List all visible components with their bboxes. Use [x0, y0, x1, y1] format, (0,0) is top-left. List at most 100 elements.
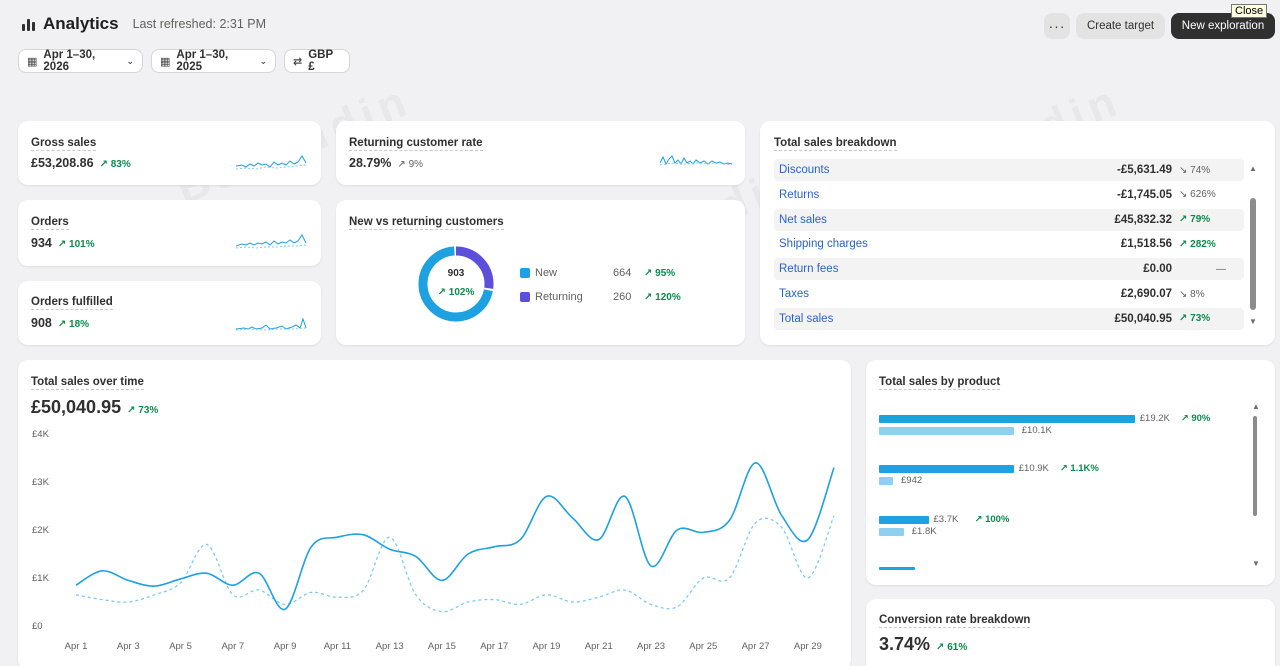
returning-rate-card[interactable]: Returning customer rate 28.79% ↗ 9%	[336, 121, 745, 185]
card-title: Total sales over time	[31, 376, 144, 390]
donut-center-value: 903	[447, 268, 465, 279]
product-current-label: £3.7K	[933, 514, 959, 525]
orders-card[interactable]: Orders 934 ↗ 101%	[18, 200, 321, 266]
donut-chart	[418, 246, 494, 322]
create-target-button[interactable]: Create target	[1076, 13, 1165, 39]
conversion-card[interactable]: Conversion rate breakdown 3.74% ↗ 61%	[866, 599, 1275, 666]
breakdown-label[interactable]: Taxes	[779, 288, 810, 300]
metric-change: ↗ 9%	[397, 159, 424, 170]
metric: 3.74% ↗ 61%	[879, 634, 967, 655]
scroll-down-icon[interactable]: ▼	[1252, 559, 1260, 568]
product-current-label: £10.9K	[1018, 463, 1049, 474]
breakdown-change: ↗ 282%	[1179, 238, 1216, 250]
product-change: ↗ 1.1K%	[1059, 463, 1099, 474]
breakdown-row[interactable]: Shipping charges £1,518.56 ↗ 282%	[774, 233, 1244, 255]
legend-label: New	[535, 267, 558, 279]
series-line-current[interactable]	[75, 462, 835, 611]
currency-picker[interactable]: ⇄ GBP £	[284, 49, 350, 73]
product-bar-current[interactable]	[879, 516, 929, 524]
scroll-up-icon[interactable]: ▲	[1249, 164, 1257, 173]
scroll-up-icon[interactable]: ▲	[1252, 402, 1260, 411]
gross-sales-card[interactable]: Gross sales £53,208.86 ↗ 83%	[18, 121, 321, 185]
more-actions-button[interactable]: ···	[1044, 13, 1070, 39]
metric-value: 3.74%	[879, 634, 931, 654]
page-header: Analytics Last refreshed: 2:31 PM	[22, 14, 266, 34]
legend-new-value: 664	[613, 267, 632, 279]
metric-change: ↗ 61%	[936, 642, 968, 653]
close-tooltip: Close	[1231, 4, 1268, 18]
y-tick-label: £4K	[32, 429, 50, 440]
x-tick-label: Apr 21	[585, 641, 613, 652]
sales-line-chart: £0 £1K £2K £3K £4K Apr 1 Apr 3 Apr 5 Apr 7 Apr 9 A…	[32, 429, 835, 652]
legend-returning-value: 260	[613, 291, 632, 303]
legend-new-change: ↗ 95%	[644, 268, 676, 279]
date-range-picker[interactable]: ▦ Apr 1–30, 2026 ⌄	[18, 49, 143, 73]
y-tick-label: £3K	[32, 477, 50, 488]
exchange-icon: ⇄	[293, 55, 303, 68]
donut-center-change: ↗ 102%	[437, 287, 475, 298]
scroll-down-icon[interactable]: ▼	[1249, 317, 1257, 326]
product-change: ↗ 100%	[974, 514, 1010, 525]
x-tick-label: Apr 29	[794, 641, 822, 652]
page-title: Analytics	[43, 14, 119, 33]
series-line-comparison[interactable]	[75, 515, 835, 613]
donut-slice-new[interactable]	[418, 246, 494, 322]
metric-value: £50,040.95	[31, 397, 122, 417]
scrollbar-thumb[interactable]	[1253, 416, 1257, 516]
breakdown-row[interactable]: Taxes £2,690.07 ↘ 8%	[774, 283, 1244, 305]
analytics-icon	[22, 18, 35, 31]
breakdown-label[interactable]: Net sales	[779, 213, 827, 226]
x-tick-label: Apr 9	[274, 641, 297, 652]
breakdown-label[interactable]: Return fees	[779, 263, 839, 276]
breakdown-label[interactable]: Shipping charges	[779, 238, 868, 251]
calendar-compare-icon: ▦	[160, 55, 171, 68]
breakdown-row[interactable]: Returns -£1,745.05 ↘ 626%	[774, 184, 1244, 206]
breakdown-value: £45,832.32	[1114, 213, 1172, 226]
scrollbar-thumb[interactable]	[1250, 198, 1256, 310]
x-tick-label: Apr 3	[117, 641, 140, 652]
y-tick-label: £2K	[32, 525, 50, 536]
breakdown-value: -£5,631.49	[1117, 164, 1172, 176]
card-title: Total sales by product	[879, 376, 1001, 390]
breakdown-change: ↘ 8%	[1179, 288, 1205, 300]
breakdown-label[interactable]: Returns	[779, 188, 820, 201]
metric: £53,208.86 ↗ 83%	[31, 156, 131, 170]
x-tick-label: Apr 25	[689, 641, 717, 652]
metric-change: ↗ 83%	[99, 159, 131, 170]
product-bar-previous[interactable]	[879, 477, 893, 485]
product-bar-current[interactable]	[879, 415, 1135, 423]
breakdown-label[interactable]: Total sales	[779, 312, 834, 325]
metric-value: £53,208.86	[31, 156, 94, 170]
breakdown-row[interactable]: Total sales £50,040.95 ↗ 73%	[774, 307, 1244, 330]
product-bar-previous[interactable]	[879, 528, 904, 536]
chevron-down-icon: ⌄	[126, 55, 134, 66]
breakdown-label[interactable]: Discounts	[779, 164, 830, 176]
donut-slice-returning[interactable]	[418, 246, 494, 322]
legend-new: New	[520, 267, 557, 279]
breakdown-change: ↗ 79%	[1179, 214, 1211, 226]
date-range-label: Apr 1–30, 2026	[43, 49, 96, 73]
calendar-icon: ▦	[27, 55, 38, 68]
new-vs-returning-card[interactable]: New vs returning customers 903 ↗ 102% Ne…	[336, 200, 745, 345]
breakdown-change: ↘ 626%	[1179, 189, 1216, 201]
sparkline	[236, 317, 307, 331]
product-bar-current[interactable]	[879, 567, 915, 570]
sparkline	[236, 155, 307, 170]
x-tick-label: Apr 19	[532, 641, 560, 652]
compare-date-picker[interactable]: ▦ Apr 1–30, 2025 ⌄	[151, 49, 276, 73]
sparkline	[236, 234, 307, 249]
product-bar-current[interactable]	[879, 465, 1014, 473]
product-bar-previous[interactable]	[879, 427, 1014, 435]
metric: £50,040.95 ↗ 73%	[31, 397, 158, 418]
breakdown-row[interactable]: Return fees £0.00 —	[774, 258, 1244, 281]
breakdown-row[interactable]: Discounts -£5,631.49 ↘ 74%	[774, 159, 1244, 181]
breakdown-row[interactable]: Net sales £45,832.32 ↗ 79%	[774, 208, 1244, 231]
x-tick-label: Apr 1	[65, 641, 88, 652]
card-title: Orders fulfilled	[31, 296, 113, 310]
orders-fulfilled-card[interactable]: Orders fulfilled 908 ↗ 18%	[18, 281, 321, 345]
breakdown-value: £50,040.95	[1114, 312, 1172, 325]
card-title: Conversion rate breakdown	[879, 614, 1031, 628]
breakdown-change: —	[1216, 263, 1226, 275]
metric-change: ↗ 101%	[57, 239, 95, 250]
metric-value: 28.79%	[349, 156, 392, 170]
